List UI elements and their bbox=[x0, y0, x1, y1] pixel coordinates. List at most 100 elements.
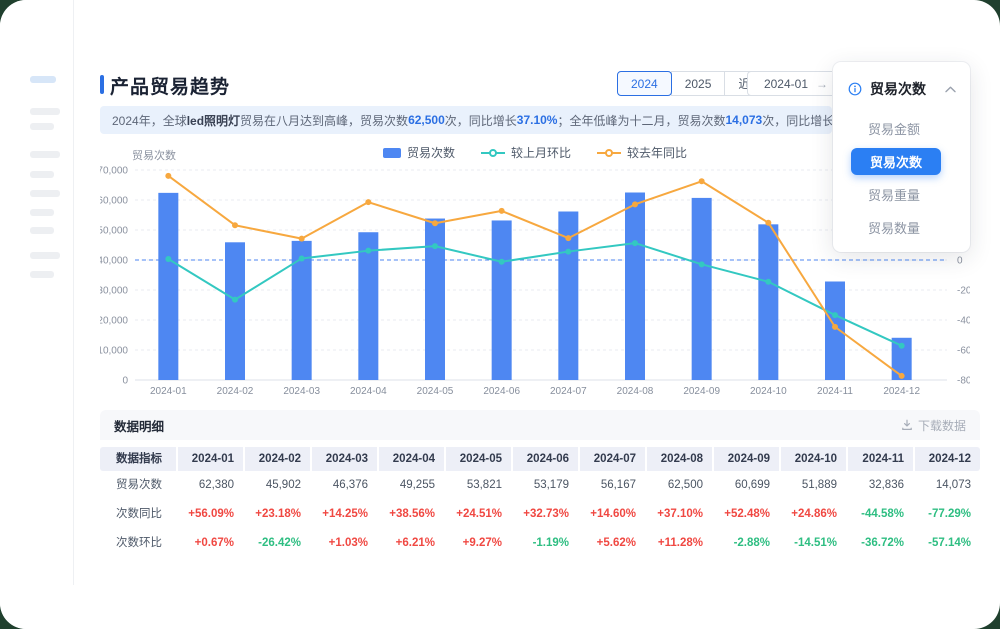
table-header-cell: 2024-11 bbox=[848, 447, 913, 471]
table-cell: -2.88% bbox=[733, 537, 770, 549]
table-header-cell: 2024-04 bbox=[379, 447, 444, 471]
svg-text:2024-10: 2024-10 bbox=[750, 386, 787, 397]
trend-chart[interactable]: 0 10,000 20,000 30,000 40,000 50,000 60,000 70,… bbox=[100, 140, 970, 408]
metric-dropdown-trigger[interactable]: 贸易次数 bbox=[833, 62, 970, 109]
svg-text:10,000: 10,000 bbox=[100, 346, 128, 357]
legend-label: 较上月环比 bbox=[510, 146, 571, 160]
svg-text:-60: -60 bbox=[957, 346, 970, 357]
sidebar-item[interactable] bbox=[30, 151, 60, 158]
tab-year-2025[interactable]: 2025 bbox=[670, 71, 726, 96]
summary-segment: 贸易在八月达到高峰，贸易次数 bbox=[240, 113, 409, 128]
table-cell: +37.10% bbox=[657, 508, 703, 520]
table-cell: +23.18% bbox=[255, 508, 301, 520]
chart-canvas[interactable]: 0 10,000 20,000 30,000 40,000 50,000 60,000 70,… bbox=[100, 140, 970, 408]
summary-segment: 62,500 bbox=[408, 113, 445, 127]
dropdown-option-贸易重量[interactable]: 贸易重量 bbox=[868, 188, 921, 203]
svg-text:2024-09: 2024-09 bbox=[683, 386, 720, 397]
table-header-cell: 2024-12 bbox=[915, 447, 980, 471]
table-cell: 49,255 bbox=[399, 479, 435, 491]
summary-segment: 14,073 bbox=[725, 113, 763, 127]
svg-text:2024-01: 2024-01 bbox=[150, 386, 187, 397]
legend-bar-swatch bbox=[382, 147, 401, 158]
svg-text:2024-04: 2024-04 bbox=[350, 386, 387, 397]
svg-text:2024-03: 2024-03 bbox=[283, 386, 320, 397]
window-maximize-dot[interactable] bbox=[58, 31, 67, 40]
metric-option-list: 贸易金额贸易次数贸易重量贸易数量 bbox=[833, 115, 970, 241]
svg-text:70,000: 70,000 bbox=[100, 166, 128, 177]
table-row-label: 次数同比 bbox=[116, 508, 162, 520]
svg-text:0: 0 bbox=[957, 256, 963, 267]
table-header-cell: 2024-02 bbox=[245, 447, 310, 471]
window-close-dot[interactable] bbox=[32, 31, 41, 40]
summary-segment: 37.10% bbox=[516, 113, 558, 127]
sidebar-divider bbox=[73, 0, 74, 585]
sidebar-item[interactable] bbox=[30, 271, 54, 278]
table-cell: -77.29% bbox=[928, 508, 971, 520]
legend-line-swatch bbox=[597, 148, 621, 157]
summary-segment: 次，同比增长 bbox=[762, 113, 832, 128]
sidebar-item[interactable] bbox=[30, 209, 54, 216]
page-title: 产品贸易趋势 bbox=[110, 77, 231, 98]
dropdown-option-贸易次数[interactable]: 贸易次数 bbox=[851, 148, 941, 175]
table-cell: 53,179 bbox=[533, 479, 569, 491]
svg-text:0: 0 bbox=[122, 376, 128, 387]
download-label: 下载数据 bbox=[917, 418, 966, 433]
table-cell: +24.86% bbox=[791, 508, 837, 520]
table-header-cell: 2024-10 bbox=[781, 447, 846, 471]
table-cell: +52.48% bbox=[724, 508, 770, 520]
legend-label: 贸易次数 bbox=[406, 146, 455, 160]
table-cell: 60,699 bbox=[734, 479, 770, 491]
table-cell: -36.72% bbox=[861, 537, 904, 549]
sidebar-item[interactable] bbox=[30, 190, 60, 197]
sidebar-item[interactable] bbox=[30, 171, 54, 178]
sidebar-item[interactable] bbox=[30, 252, 60, 259]
sidebar-item[interactable] bbox=[30, 108, 60, 115]
table-header-cell: 2024-06 bbox=[513, 447, 578, 471]
legend-line-swatch bbox=[480, 148, 505, 157]
table-row-label: 贸易次数 bbox=[116, 479, 162, 491]
table-header-cell: 2024-05 bbox=[446, 447, 511, 471]
download-data-button[interactable]: 下载数据 bbox=[901, 417, 966, 434]
table-cell: +1.03% bbox=[328, 537, 368, 549]
window-minimize-dot[interactable] bbox=[45, 31, 54, 40]
table-cell: +9.27% bbox=[462, 537, 502, 549]
tab-year-2024[interactable]: 2024 bbox=[617, 71, 672, 96]
summary-segment: 次，同比增长 bbox=[444, 113, 517, 128]
chevron-up-icon bbox=[945, 86, 956, 92]
svg-text:2024-05: 2024-05 bbox=[417, 386, 454, 397]
table-cell: +11.28% bbox=[657, 537, 703, 549]
summary-segment: 2024年，全球 bbox=[112, 113, 187, 128]
table-row-label: 次数环比 bbox=[116, 537, 162, 549]
title-accent-bar bbox=[100, 75, 104, 94]
download-icon bbox=[902, 419, 912, 430]
table-cell: 32,836 bbox=[868, 479, 904, 491]
metric-dropdown-panel: 贸易次数 贸易金额 贸易次数 贸易重量 贸易数量 bbox=[833, 62, 970, 252]
data-table: 数据指标 2024-01 2024-02 2024-03 2024-04 2024-05 2… bbox=[100, 447, 980, 558]
table-title: 数据明细 bbox=[114, 419, 165, 434]
table-cell: -14.51% bbox=[794, 537, 837, 549]
table-header-cell: 2024-09 bbox=[714, 447, 779, 471]
svg-text:2024-08: 2024-08 bbox=[617, 386, 654, 397]
sidebar-item[interactable] bbox=[30, 123, 54, 130]
y-axis-title: 贸易次数 bbox=[132, 150, 176, 162]
svg-text:40,000: 40,000 bbox=[100, 256, 128, 267]
svg-text:2024-02: 2024-02 bbox=[217, 386, 254, 397]
table-cell: +32.73% bbox=[523, 508, 569, 520]
table-cell: +14.25% bbox=[322, 508, 368, 520]
dropdown-option-贸易数量[interactable]: 贸易数量 bbox=[868, 221, 921, 236]
sidebar-item-active[interactable] bbox=[30, 76, 56, 83]
svg-text:-20: -20 bbox=[957, 286, 970, 297]
svg-text:30,000: 30,000 bbox=[100, 286, 128, 297]
dropdown-option-贸易金额[interactable]: 贸易金额 bbox=[868, 122, 921, 137]
summary-banner: 2024年，全球 led照明灯 贸易在八月达到高峰，贸易次数 62,500 次，同比增长… bbox=[100, 106, 832, 134]
sidebar-item[interactable] bbox=[30, 227, 54, 234]
summary-segment: led照明灯 bbox=[186, 113, 241, 128]
table-toolbar: 数据明细 下载数据 bbox=[100, 410, 980, 440]
table-cell: 51,889 bbox=[801, 479, 837, 491]
legend-item-较上月环比[interactable]: 较上月环比 bbox=[480, 144, 571, 161]
legend-item-较去年同比[interactable]: 较去年同比 bbox=[597, 144, 687, 161]
legend-item-贸易次数[interactable]: 贸易次数 bbox=[382, 144, 455, 161]
table-header-cell: 2024-08 bbox=[647, 447, 712, 471]
table-cell: +56.09% bbox=[188, 508, 234, 520]
